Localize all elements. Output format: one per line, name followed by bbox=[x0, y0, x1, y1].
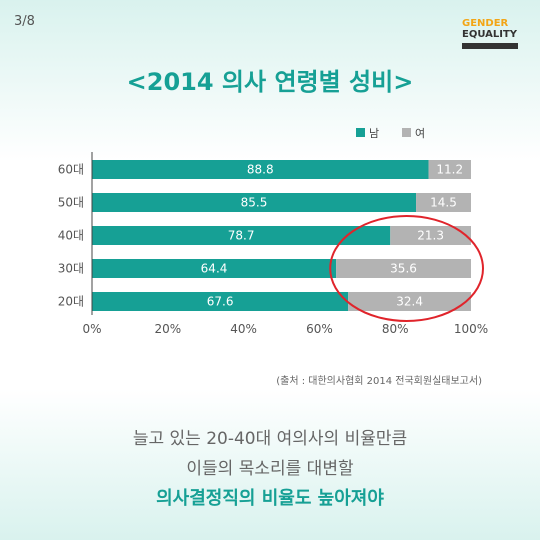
bar-segment-male bbox=[92, 160, 429, 179]
category-label: 60대 bbox=[58, 163, 84, 177]
data-label: 78.7 bbox=[228, 229, 255, 243]
gender-equality-logo: GENDER EQUALITY bbox=[462, 18, 518, 49]
page-number: 3/8 bbox=[14, 14, 35, 29]
logo-bar bbox=[462, 43, 518, 49]
caption-line-2: 이들의 목소리를 대변할 bbox=[186, 459, 354, 479]
bar-segment-female bbox=[390, 226, 471, 245]
bar-segment-female bbox=[428, 160, 471, 179]
data-label: 11.2 bbox=[436, 163, 463, 177]
category-label: 30대 bbox=[58, 262, 84, 276]
bar-segment-male bbox=[92, 259, 337, 278]
legend-label: 여 bbox=[415, 127, 425, 140]
legend-swatch bbox=[356, 128, 365, 137]
bar-segment-male bbox=[92, 292, 349, 311]
bar-segment-female bbox=[348, 292, 471, 311]
data-label: 88.8 bbox=[247, 163, 274, 177]
bar-segment-female bbox=[336, 259, 471, 278]
x-tick-label: 60% bbox=[306, 322, 333, 336]
source-note: (출처 : 대한의사협회 2014 전국회원실태보고서) bbox=[276, 376, 482, 387]
legend-label: 남 bbox=[369, 127, 379, 140]
annotation-group bbox=[329, 215, 484, 322]
data-label: 67.6 bbox=[207, 295, 234, 309]
logo-line-1: GENDER bbox=[462, 18, 509, 29]
category-label: 20대 bbox=[58, 295, 84, 309]
chart-title: <2014 의사 연령별 성비> bbox=[126, 68, 414, 96]
data-label: 85.5 bbox=[241, 196, 268, 210]
data-label: 32.4 bbox=[396, 295, 423, 309]
data-label: 14.5 bbox=[430, 196, 457, 210]
category-label: 50대 bbox=[58, 196, 84, 210]
logo-line-2: EQUALITY bbox=[462, 29, 518, 40]
category-label: 40대 bbox=[58, 229, 84, 243]
x-tick-label: 20% bbox=[154, 322, 181, 336]
bars-group: 60대 88.8 11.2 50대 85.5 14.5 40대 78.7 21.3 30대 64.4… bbox=[58, 160, 471, 311]
bar-segment-male bbox=[92, 226, 391, 245]
x-tick-label: 40% bbox=[230, 322, 257, 336]
bar-segment-male bbox=[92, 193, 417, 212]
bar-segment-female bbox=[416, 193, 471, 212]
legend-swatch bbox=[402, 128, 411, 137]
x-tick-label: 80% bbox=[382, 322, 409, 336]
highlight-ellipse bbox=[329, 215, 484, 322]
x-tick-label: 100% bbox=[454, 322, 488, 336]
x-axis: 0% 20% 40% 60% 80% 100% bbox=[82, 152, 488, 336]
caption-line-1: 늘고 있는 20-40대 여의사의 비율만큼 bbox=[132, 429, 408, 449]
data-label: 64.4 bbox=[201, 262, 228, 276]
x-tick-label: 0% bbox=[82, 322, 101, 336]
caption-line-3: 의사결정직의 비율도 높아져야 bbox=[156, 488, 384, 509]
data-label: 35.6 bbox=[390, 262, 417, 276]
data-label: 21.3 bbox=[417, 229, 444, 243]
